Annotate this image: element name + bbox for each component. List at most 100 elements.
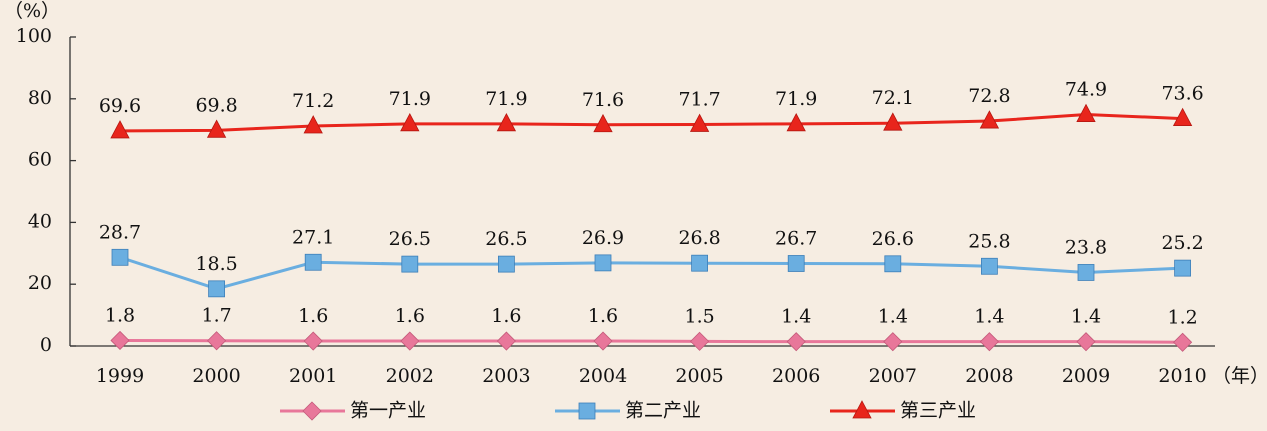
legend-label: 第一产业 [350, 400, 426, 422]
data-point [1077, 264, 1095, 281]
data-point [400, 112, 420, 132]
data-label: 1.5 [684, 305, 714, 327]
series-line [119, 338, 1183, 344]
data-label: 25.2 [1161, 232, 1203, 254]
data-label: 69.6 [99, 95, 141, 117]
data-point [691, 254, 708, 272]
data-label: 18.5 [195, 253, 237, 275]
data-label: 25.8 [968, 230, 1010, 252]
data-label: 1.6 [298, 305, 328, 327]
data-label: 72.8 [968, 85, 1010, 107]
data-point [401, 255, 419, 273]
series-line [119, 113, 1183, 133]
x-tick-label: 2005 [675, 365, 723, 387]
data-point [208, 280, 226, 298]
x-tick-label: 2009 [1062, 365, 1110, 387]
legend-marker [302, 401, 322, 421]
data-point [400, 331, 420, 351]
data-point [787, 255, 805, 272]
data-label: 72.1 [872, 87, 914, 109]
data-point [883, 112, 903, 131]
x-tick-label: 2004 [579, 365, 627, 387]
data-point [496, 112, 517, 132]
data-point [979, 110, 1000, 129]
data-label: 26.8 [678, 227, 720, 249]
data-label: 26.5 [485, 228, 527, 250]
data-label: 71.9 [775, 88, 817, 110]
data-point [303, 331, 323, 351]
data-label: 1.4 [781, 306, 811, 328]
y-tick-label: 100 [16, 25, 52, 47]
data-label: 1.4 [1071, 306, 1101, 328]
y-tick-label: 20 [28, 272, 52, 294]
data-point [207, 331, 227, 351]
data-point [979, 332, 999, 352]
data-point [110, 330, 130, 351]
data-label: 1.8 [105, 304, 135, 326]
data-point [786, 332, 806, 352]
y-axis-unit: （%） [4, 0, 60, 22]
data-point [593, 331, 613, 351]
data-point [786, 112, 806, 132]
data-label: 1.4 [974, 306, 1004, 328]
data-point [111, 248, 129, 266]
x-tick-label: 2000 [192, 365, 240, 387]
data-label: 1.6 [491, 305, 521, 327]
data-label: 71.7 [678, 88, 720, 110]
data-label: 1.4 [878, 306, 908, 328]
y-tick-label: 40 [28, 210, 52, 232]
data-point [1173, 332, 1193, 352]
data-label: 71.9 [485, 88, 527, 110]
data-point [1174, 259, 1191, 277]
data-label: 71.6 [582, 89, 624, 111]
data-label: 26.6 [872, 228, 914, 250]
data-label: 1.6 [588, 305, 618, 327]
x-tick-label: 2008 [965, 365, 1013, 387]
data-point [206, 119, 227, 138]
legend-label: 第三产业 [900, 400, 976, 422]
data-point [303, 115, 323, 134]
x-tick-label: 2006 [772, 365, 820, 387]
data-label: 73.6 [1161, 83, 1203, 105]
legend-label: 第二产业 [625, 400, 701, 422]
data-label: 26.7 [775, 227, 817, 249]
data-label: 23.8 [1065, 236, 1107, 258]
data-point [497, 255, 515, 273]
data-label: 74.9 [1065, 79, 1107, 101]
y-tick-label: 80 [28, 87, 52, 109]
data-label: 26.5 [389, 228, 431, 250]
series-line [119, 255, 1183, 291]
y-tick-label: 0 [40, 334, 52, 356]
data-point [496, 331, 516, 351]
data-label: 69.8 [195, 94, 237, 116]
data-point [884, 255, 902, 273]
data-point [1076, 332, 1096, 352]
data-label: 1.2 [1167, 306, 1197, 328]
x-tick-label: 2007 [869, 365, 917, 387]
data-label: 71.9 [389, 88, 431, 110]
data-label: 1.6 [395, 305, 425, 327]
x-tick-label: 2003 [482, 365, 530, 387]
data-label: 26.9 [582, 227, 624, 249]
data-point [594, 254, 612, 272]
data-label: 71.2 [292, 90, 334, 112]
data-point [1172, 107, 1193, 126]
data-label: 1.7 [201, 305, 231, 327]
x-tick-label: 2002 [386, 365, 434, 387]
data-point [981, 257, 998, 275]
data-point [304, 253, 322, 271]
y-tick-label: 60 [28, 149, 52, 171]
x-tick-label: 1999 [96, 365, 144, 387]
legend-marker [578, 402, 596, 420]
data-point [593, 113, 613, 133]
data-point [689, 113, 710, 132]
data-label: 27.1 [292, 226, 334, 248]
x-tick-label: 2001 [289, 365, 337, 387]
data-point [1076, 103, 1096, 122]
data-label: 28.7 [99, 221, 141, 243]
data-point [690, 331, 710, 351]
legend-marker [852, 400, 872, 419]
data-point [883, 332, 903, 352]
